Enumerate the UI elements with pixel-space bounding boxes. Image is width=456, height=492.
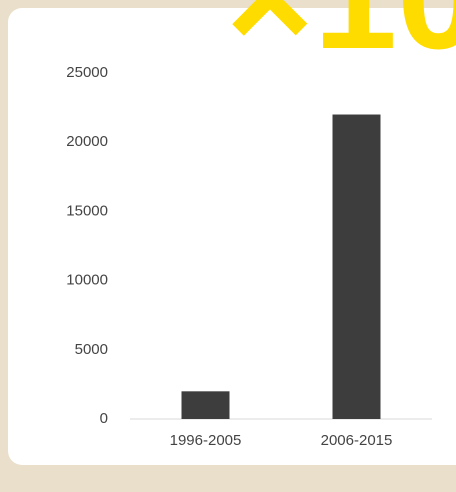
bar <box>181 391 230 419</box>
annotation: ×10 <box>226 0 456 80</box>
x-tick-label: 2006-2015 <box>321 432 393 449</box>
x-tick-label: 1996-2005 <box>170 432 242 449</box>
y-tick-label: 5000 <box>75 341 108 358</box>
y-tick-label: 25000 <box>66 64 108 81</box>
bar <box>332 114 381 420</box>
y-tick-label: 0 <box>100 410 108 427</box>
y-tick-label: 10000 <box>66 272 108 289</box>
y-tick-label: 20000 <box>66 133 108 150</box>
y-tick-label: 15000 <box>66 202 108 219</box>
